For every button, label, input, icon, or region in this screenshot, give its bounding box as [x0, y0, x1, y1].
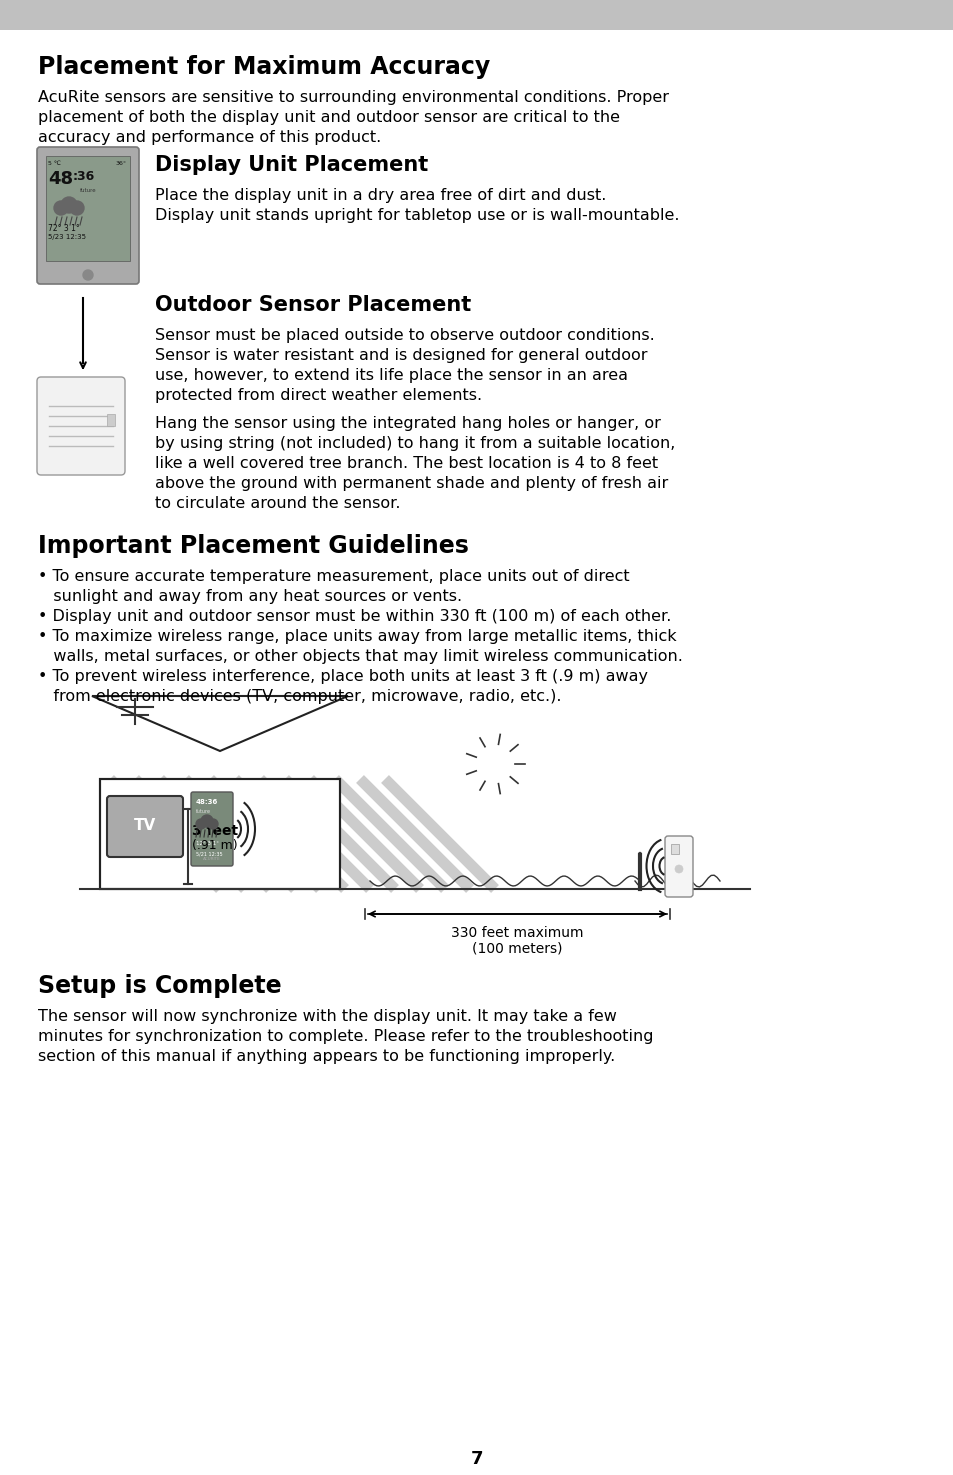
- Text: Sensor must be placed outside to observe outdoor conditions.: Sensor must be placed outside to observe…: [154, 327, 654, 344]
- Text: to circulate around the sensor.: to circulate around the sensor.: [154, 496, 400, 510]
- Text: sunlight and away from any heat sources or vents.: sunlight and away from any heat sources …: [38, 589, 461, 603]
- Text: Place the display unit in a dry area free of dirt and dust.: Place the display unit in a dry area fre…: [154, 187, 606, 204]
- Text: future: future: [195, 808, 211, 814]
- Text: • Display unit and outdoor sensor must be within 330 ft (100 m) of each other.: • Display unit and outdoor sensor must b…: [38, 609, 671, 624]
- FancyBboxPatch shape: [191, 792, 233, 866]
- Text: (.91 m): (.91 m): [192, 839, 237, 853]
- Circle shape: [675, 864, 682, 873]
- Circle shape: [637, 791, 692, 847]
- Text: The sensor will now synchronize with the display unit. It may take a few: The sensor will now synchronize with the…: [38, 1009, 617, 1024]
- Text: Placement for Maximum Accuracy: Placement for Maximum Accuracy: [38, 55, 490, 80]
- Text: future: future: [80, 187, 96, 193]
- FancyBboxPatch shape: [664, 836, 692, 897]
- Text: 72° 3 1°: 72° 3 1°: [48, 224, 80, 233]
- Circle shape: [83, 270, 92, 280]
- Text: walls, metal surfaces, or other objects that may limit wireless communication.: walls, metal surfaces, or other objects …: [38, 649, 682, 664]
- Text: 330 feet maximum: 330 feet maximum: [450, 926, 582, 940]
- Circle shape: [201, 816, 213, 827]
- Text: 48: 48: [48, 170, 73, 187]
- Text: • To ensure accurate temperature measurement, place units out of direct: • To ensure accurate temperature measure…: [38, 569, 629, 584]
- Text: use, however, to extend its life place the sensor in an area: use, however, to extend its life place t…: [154, 367, 627, 384]
- Text: :36: :36: [73, 170, 95, 183]
- FancyBboxPatch shape: [107, 796, 183, 857]
- Circle shape: [602, 813, 646, 855]
- Text: Setup is Complete: Setup is Complete: [38, 974, 281, 999]
- Text: 12° 3 1°: 12° 3 1°: [195, 841, 219, 847]
- Bar: [46, 156, 130, 261]
- Text: ACURITE: ACURITE: [203, 857, 221, 861]
- Circle shape: [208, 819, 218, 829]
- Text: Outdoor Sensor Placement: Outdoor Sensor Placement: [154, 295, 471, 316]
- Text: Display Unit Placement: Display Unit Placement: [154, 155, 428, 176]
- Circle shape: [54, 201, 68, 215]
- Text: by using string (not included) to hang it from a suitable location,: by using string (not included) to hang i…: [154, 437, 675, 451]
- Text: Important Placement Guidelines: Important Placement Guidelines: [38, 534, 468, 558]
- Circle shape: [75, 381, 87, 392]
- Bar: [107, 414, 115, 426]
- Text: AcuRite sensors are sensitive to surrounding environmental conditions. Proper: AcuRite sensors are sensitive to surroun…: [38, 90, 668, 105]
- Text: (100 meters): (100 meters): [471, 943, 561, 956]
- Circle shape: [61, 198, 77, 212]
- Text: 3 feet: 3 feet: [192, 825, 238, 838]
- Text: TV: TV: [133, 819, 156, 833]
- Text: like a well covered tree branch. The best location is 4 to 8 feet: like a well covered tree branch. The bes…: [154, 456, 658, 471]
- Circle shape: [195, 819, 206, 829]
- Text: Sensor is water resistant and is designed for general outdoor: Sensor is water resistant and is designe…: [154, 348, 647, 363]
- Circle shape: [70, 201, 84, 215]
- FancyBboxPatch shape: [37, 148, 139, 285]
- Text: 5/21 12:35: 5/21 12:35: [195, 851, 222, 855]
- Text: • To maximize wireless range, place units away from large metallic items, thick: • To maximize wireless range, place unit…: [38, 628, 676, 645]
- Text: from electronic devices (TV, computer, microwave, radio, etc.).: from electronic devices (TV, computer, m…: [38, 689, 561, 704]
- Circle shape: [604, 764, 675, 833]
- Text: placement of both the display unit and outdoor sensor are critical to the: placement of both the display unit and o…: [38, 111, 619, 125]
- Text: above the ground with permanent shade and plenty of fresh air: above the ground with permanent shade an…: [154, 476, 667, 491]
- Text: • To prevent wireless interference, place both units at least 3 ft (.9 m) away: • To prevent wireless interference, plac…: [38, 670, 647, 684]
- Bar: [670, 844, 679, 854]
- Circle shape: [615, 799, 664, 850]
- Circle shape: [586, 791, 642, 847]
- Circle shape: [475, 743, 515, 785]
- Text: accuracy and performance of this product.: accuracy and performance of this product…: [38, 130, 381, 145]
- Bar: [100, 779, 339, 889]
- Circle shape: [78, 384, 84, 389]
- Bar: [0, 0, 953, 30]
- Polygon shape: [91, 696, 348, 751]
- Text: Display unit stands upright for tabletop use or is wall-mountable.: Display unit stands upright for tabletop…: [154, 208, 679, 223]
- Text: section of this manual if anything appears to be functioning improperly.: section of this manual if anything appea…: [38, 1049, 615, 1063]
- FancyBboxPatch shape: [37, 378, 125, 475]
- Text: 5/23 12:35: 5/23 12:35: [48, 235, 86, 240]
- Text: 36°: 36°: [116, 161, 127, 167]
- Text: 48:36: 48:36: [195, 799, 218, 805]
- Text: 5 ℃: 5 ℃: [48, 161, 61, 167]
- Bar: [100, 779, 339, 889]
- Text: protected from direct weather elements.: protected from direct weather elements.: [154, 388, 481, 403]
- Text: Hang the sensor using the integrated hang holes or hanger, or: Hang the sensor using the integrated han…: [154, 416, 660, 431]
- Circle shape: [633, 813, 677, 855]
- Text: minutes for synchronization to complete. Please refer to the troubleshooting: minutes for synchronization to complete.…: [38, 1030, 653, 1044]
- Text: 7: 7: [470, 1450, 483, 1468]
